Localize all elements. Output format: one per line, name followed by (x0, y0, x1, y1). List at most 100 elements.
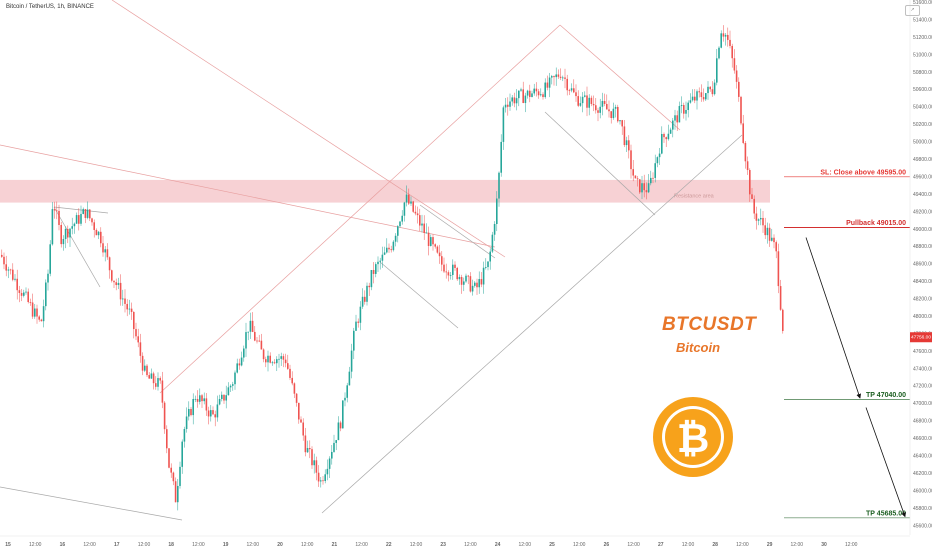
candle-body (586, 95, 588, 108)
time-tick: 12:00 (791, 542, 804, 548)
time-tick: 12:00 (301, 542, 314, 548)
candle-body (78, 215, 80, 224)
candle-body (733, 58, 736, 71)
candle-body (544, 82, 546, 98)
logo-badge[interactable]: ↗ (905, 5, 920, 16)
candle-body (458, 277, 461, 280)
candle-body (672, 120, 674, 130)
candle-body (60, 224, 62, 245)
candle-body (551, 76, 553, 78)
candle-body (100, 231, 102, 244)
coin-inner (665, 409, 721, 465)
candle-body (694, 96, 696, 101)
candle-body (29, 302, 32, 303)
time-tick: 29 (767, 542, 773, 548)
candle-body (359, 306, 362, 323)
candle-body (713, 82, 716, 95)
candle-body (537, 91, 540, 96)
candle-body (188, 408, 190, 417)
candle-body (419, 215, 421, 226)
candle-body (152, 373, 155, 384)
candle-body (249, 320, 252, 332)
candle-body (762, 217, 764, 226)
candle-body (731, 45, 733, 59)
candle-body (71, 226, 73, 229)
time-tick: 12:00 (736, 542, 749, 548)
candle-body (214, 414, 216, 418)
candle-body (361, 296, 364, 307)
candle-body (3, 256, 5, 265)
time-tick: 12:00 (247, 542, 260, 548)
candle-body (324, 474, 326, 482)
candle-body (56, 210, 58, 212)
candle-body (636, 178, 639, 180)
candle-body (584, 95, 586, 97)
price-tick: 46000.00 (913, 488, 932, 494)
price-tick: 49600.00 (913, 174, 932, 180)
candle-body (183, 428, 186, 442)
candle-body (306, 447, 309, 453)
candle-body (727, 34, 729, 40)
time-tick: 25 (549, 542, 555, 548)
candle-body (282, 356, 285, 360)
candle-body (430, 237, 432, 246)
price-tick: 51000.00 (913, 52, 932, 58)
candle-body (427, 232, 430, 246)
candle-body (386, 247, 388, 253)
candle-body (139, 342, 142, 356)
trend-line (379, 261, 459, 329)
price-tick: 50000.00 (913, 140, 932, 146)
candle-body (460, 277, 463, 285)
candle-body (240, 357, 243, 366)
candle-body (45, 282, 47, 307)
price-axis: 45600.00 45800.00 46000.00 46200.00 46400.00… (909, 0, 932, 535)
candle-body (122, 298, 124, 300)
candle-body (493, 224, 496, 235)
candle-body (687, 102, 689, 111)
candle-body (474, 282, 476, 286)
candle-body (724, 34, 727, 37)
candle-body (449, 274, 452, 276)
candle-body (97, 231, 100, 236)
candle-body (570, 88, 573, 91)
price-tick: 45600.00 (913, 523, 932, 529)
time-tick: 16 (60, 542, 66, 548)
candle-body (84, 209, 87, 218)
candle-body (757, 219, 760, 221)
candle-body (16, 278, 18, 291)
candle-body (185, 416, 188, 429)
candle-body (535, 88, 538, 92)
arrow-to-tp1 (805, 237, 861, 399)
time-tick: 12:00 (845, 542, 858, 548)
levels: SL: Close above 49595.00 Pullback 49015.0… (784, 169, 910, 519)
candle-body (236, 363, 238, 373)
candle-body (663, 133, 665, 138)
candle-body (669, 129, 672, 134)
candle-body (645, 190, 648, 193)
candle-body (621, 120, 623, 127)
candle-body (568, 90, 571, 92)
candle-body (133, 311, 135, 330)
price-tick: 47600.00 (913, 349, 932, 355)
candle-body (331, 451, 333, 459)
candle-body (718, 47, 720, 59)
candle-body (661, 133, 663, 154)
candle-body (608, 109, 610, 112)
candle-body (579, 103, 582, 106)
candle-body (168, 448, 170, 468)
trend-line (0, 144, 496, 248)
candle-body (445, 271, 447, 273)
candle-body (656, 157, 659, 164)
candle-body (546, 82, 549, 88)
candle-body (190, 408, 192, 416)
candle-body (771, 237, 773, 241)
candle-body (414, 211, 417, 214)
price-tick: 49200.00 (913, 209, 932, 215)
candle-body (247, 331, 249, 333)
candle-body (12, 269, 14, 280)
candle-body (511, 97, 513, 102)
candle-body (174, 481, 177, 503)
candle-body (722, 33, 725, 37)
candle-body (379, 260, 381, 262)
